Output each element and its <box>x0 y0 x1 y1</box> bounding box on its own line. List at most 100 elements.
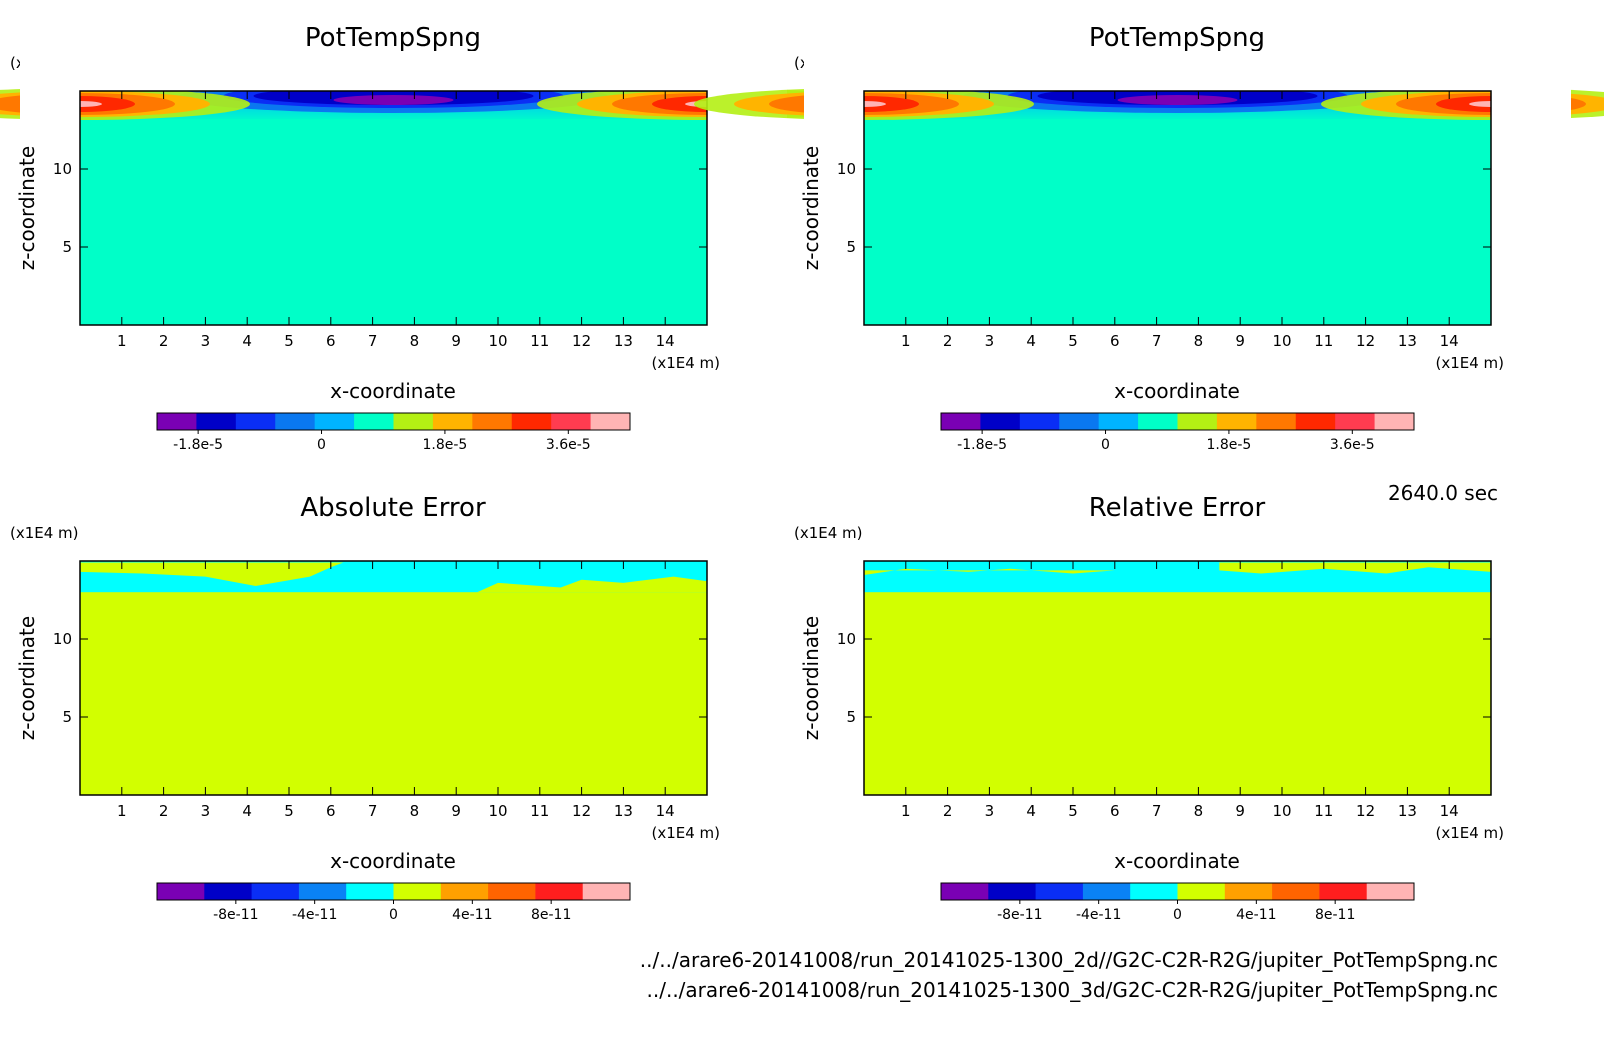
colorbar-cell <box>1130 883 1178 900</box>
colorbar-cell <box>314 413 355 430</box>
x-tick-label: 11 <box>1314 332 1333 350</box>
colorbar-tick-label: 1.8e-5 <box>422 437 467 453</box>
x-tick-label: 3 <box>201 802 211 820</box>
y-axis-label: z-coordinate <box>799 146 823 270</box>
colorbar-cell <box>488 883 536 900</box>
x-tick-label: 7 <box>368 802 378 820</box>
plot-frame <box>79 90 708 326</box>
x-axis-label: x-coordinate <box>1114 379 1240 403</box>
colorbar-cell <box>941 883 989 900</box>
near-zero-patch-1 <box>80 562 344 586</box>
x-tick-label: 12 <box>572 332 591 350</box>
x-tick-label: 8 <box>1194 802 1204 820</box>
colorbar-cell <box>251 883 300 900</box>
field-background <box>80 122 707 325</box>
x-tick-label: 2 <box>943 802 953 820</box>
sponge-edge <box>80 119 707 124</box>
mask-top <box>20 51 787 91</box>
x-tick-label: 3 <box>201 332 211 350</box>
footer-path-1: ../../arare6-20141008/run_20141025-1300_… <box>640 948 1498 972</box>
x-tick-label: 2 <box>159 802 169 820</box>
colorbar-cell <box>1366 883 1415 900</box>
x-tick-label: 1 <box>901 332 911 350</box>
x-tick-label: 13 <box>1398 332 1417 350</box>
colorbar-cell <box>980 413 1021 430</box>
colorbar-cell <box>196 413 237 430</box>
x-tick-label: 2 <box>943 332 953 350</box>
colorbar-cell <box>941 413 981 430</box>
x-tick-label: 6 <box>326 802 336 820</box>
colorbar-tick-label: 8e-11 <box>531 907 571 923</box>
x-tick-label: 11 <box>1314 802 1333 820</box>
x-tick-label: 13 <box>614 802 633 820</box>
y-axis-label: z-coordinate <box>799 616 823 740</box>
x-tick-label: 11 <box>530 332 549 350</box>
colorbar-tick-label: 0 <box>1101 437 1110 453</box>
plot-frame <box>863 90 1492 326</box>
x-tick-label: 1 <box>117 332 127 350</box>
x-tick-label: 10 <box>488 802 507 820</box>
colorbar-frame <box>156 412 631 431</box>
x-tick-label: 13 <box>614 332 633 350</box>
colorbar-cell <box>346 883 394 900</box>
x-tick-label: 10 <box>1272 332 1291 350</box>
colorbar-cell <box>1216 413 1257 430</box>
x-tick-label: 1 <box>901 802 911 820</box>
colorbar-cell <box>582 883 631 900</box>
colorbar-cell <box>157 413 197 430</box>
panel-1: PotTempSpng(x1E4 m)123456789101112131451… <box>0 23 877 453</box>
panel-title: Relative Error <box>1089 493 1266 523</box>
colorbar-cell <box>1319 883 1368 900</box>
colorbar-cell <box>988 883 1037 900</box>
colorbar-cell <box>1335 413 1376 430</box>
colorbar-cell <box>1059 413 1100 430</box>
x-tick-label: 5 <box>284 332 294 350</box>
time-label: 2640.0 sec <box>1388 481 1498 505</box>
colorbar-tick-label: 1.8e-5 <box>1206 437 1251 453</box>
colorbar-cell <box>472 413 513 430</box>
colorbar-tick-label: -8e-11 <box>213 907 258 923</box>
x-axis-label: x-coordinate <box>330 379 456 403</box>
colorbar-frame <box>940 412 1415 431</box>
x-tick-label: 10 <box>488 332 507 350</box>
colorbar-cell <box>393 883 442 900</box>
colorbar-cell <box>157 883 205 900</box>
y-tick-label: 10 <box>53 160 72 178</box>
x-tick-label: 3 <box>985 802 995 820</box>
x-axis-label: x-coordinate <box>330 849 456 873</box>
x-tick-label: 14 <box>1440 802 1459 820</box>
panel-2: PotTempSpng(x1E4 m)123456789101112131451… <box>694 23 1604 453</box>
x-tick-label: 14 <box>656 802 675 820</box>
y-tick-label: 5 <box>62 708 72 726</box>
y-tick-label: 10 <box>837 160 856 178</box>
colorbar-cell <box>1019 413 1060 430</box>
x-axis-label: x-coordinate <box>1114 849 1240 873</box>
colorbar-tick-label: -1.8e-5 <box>173 437 223 453</box>
colorbar-cell <box>393 413 434 430</box>
colorbar-cell <box>275 413 316 430</box>
colorbar-tick-label: 8e-11 <box>1315 907 1355 923</box>
colorbar-tick-label: 0 <box>389 907 398 923</box>
x-tick-label: 8 <box>410 332 420 350</box>
colorbar-tick-label: 4e-11 <box>1236 907 1276 923</box>
x-tick-label: 4 <box>1026 332 1036 350</box>
x-tick-label: 9 <box>1235 802 1245 820</box>
x-tick-label: 14 <box>1440 332 1459 350</box>
colorbar-cell <box>1138 413 1178 430</box>
colorbar-cell <box>1177 413 1218 430</box>
near-zero-patch-2 <box>1219 562 1491 574</box>
colorbar-cell <box>1082 883 1131 900</box>
panel-title: PotTempSpng <box>305 23 481 53</box>
colorbar-cell <box>1177 883 1226 900</box>
colorbar-tick-label: 4e-11 <box>452 907 492 923</box>
y-tick-label: 5 <box>62 238 72 256</box>
panel-4: Relative Error(x1E4 m)1 2 3 4 5 6 7 8 9 10 11 12 13 1… <box>794 493 1504 923</box>
colorbar-cell <box>354 413 394 430</box>
panel-title: PotTempSpng <box>1089 23 1265 53</box>
y-tick-label: 5 <box>846 238 856 256</box>
field-background <box>80 561 707 795</box>
colorbar-cell <box>590 413 631 430</box>
negative-contour-4 <box>333 95 454 105</box>
colorbar-cell <box>1098 413 1139 430</box>
colorbar-tick-label: 3.6e-5 <box>546 437 591 453</box>
